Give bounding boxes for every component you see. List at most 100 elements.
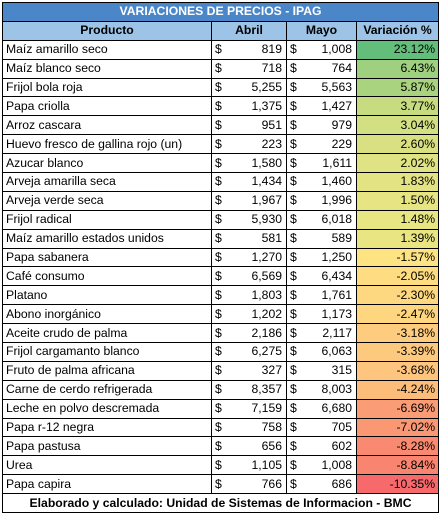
may-currency-cell: $ (286, 266, 302, 287)
april-price-cell: 1,803 (227, 285, 287, 306)
may-currency-cell: $ (286, 379, 302, 400)
table-row: Maíz blanco seco $718 $764 6.43% (2, 58, 440, 79)
product-cell: Arveja verde seca (2, 190, 212, 211)
may-price-cell: 686 (301, 474, 357, 495)
may-currency-cell: $ (286, 417, 302, 438)
footer-note: Elaborado y calculado: Unidad de Sistema… (1, 493, 440, 514)
product-cell: Aceite crudo de palma (2, 323, 212, 344)
may-currency-cell: $ (286, 247, 302, 268)
variation-cell: 3.77% (355, 96, 440, 117)
table-row: Arveja amarilla seca $1,434 $1,460 1.83% (2, 172, 440, 192)
table-row: Aceite crudo de palma $2,186 $2,117 -3.18% (2, 323, 440, 344)
april-currency-cell: $ (211, 96, 228, 117)
april-currency-cell: $ (211, 247, 228, 268)
may-price-cell: 602 (301, 436, 357, 457)
may-currency-cell: $ (286, 228, 302, 249)
product-cell: Papa capira (2, 474, 212, 495)
april-currency-cell: $ (211, 77, 228, 98)
variation-cell: -8.28% (355, 436, 440, 457)
april-price-cell: 1,580 (227, 153, 287, 174)
april-price-cell: 718 (227, 58, 287, 79)
product-cell: Fruto de palma africana (2, 360, 212, 381)
variation-cell: -3.68% (355, 360, 440, 381)
product-cell: Maíz blanco seco (2, 58, 212, 79)
table-row: Leche en polvo descremada $7,159 $6,680 -6.… (2, 398, 440, 419)
variation-cell: -3.18% (355, 323, 440, 344)
may-price-cell: 1,460 (301, 172, 357, 192)
may-price-cell: 589 (301, 228, 357, 249)
may-currency-cell: $ (286, 77, 302, 98)
may-price-cell: 5,563 (301, 77, 357, 98)
product-cell: Frijol radical (2, 209, 212, 230)
april-price-cell: 766 (227, 474, 287, 495)
product-cell: Frijol cargamanto blanco (2, 342, 212, 362)
april-price-cell: 581 (227, 228, 287, 249)
header-product: Producto (2, 20, 212, 41)
table-row: Papa r-12 negra $758 $705 -7.02% (2, 417, 440, 438)
product-cell: Platano (2, 285, 212, 306)
product-cell: Leche en polvo descremada (2, 398, 212, 419)
product-cell: Carne de cerdo refrigerada (2, 379, 212, 400)
header-april: Abril (211, 20, 287, 41)
variation-cell: 5.87% (355, 77, 440, 98)
may-price-cell: 6,680 (301, 398, 357, 419)
april-price-cell: 656 (227, 436, 287, 457)
header-variation: Variación % (355, 20, 440, 41)
table-row: Café consumo $6,569 $6,434 -2.05% (2, 266, 440, 287)
variation-cell: -2.30% (355, 285, 440, 306)
may-currency-cell: $ (286, 285, 302, 306)
may-currency-cell: $ (286, 134, 302, 155)
april-price-cell: 1,967 (227, 190, 287, 211)
table-row: Arveja verde seca $1,967 $1,996 1.50% (2, 190, 440, 211)
may-price-cell: 1,611 (301, 153, 357, 174)
table-body: Maíz amarillo seco $819 $1,008 23.12% Maíz b… (2, 39, 440, 495)
april-currency-cell: $ (211, 172, 228, 192)
april-currency-cell: $ (211, 228, 228, 249)
table-row: Huevo fresco de gallina rojo (un) $223 $22… (2, 134, 440, 155)
may-currency-cell: $ (286, 436, 302, 457)
table-row: Abono inorgánico $1,202 $1,173 -2.47% (2, 304, 440, 325)
april-currency-cell: $ (211, 153, 228, 174)
table-row: Urea $1,105 $1,008 -8.84% (2, 455, 440, 476)
product-cell: Urea (2, 455, 212, 476)
may-currency-cell: $ (286, 115, 302, 136)
may-price-cell: 1,250 (301, 247, 357, 268)
variation-cell: -8.84% (355, 455, 440, 476)
product-cell: Frijol bola roja (2, 77, 212, 98)
may-price-cell: 1,427 (301, 96, 357, 117)
may-price-cell: 315 (301, 360, 357, 381)
table-row: Frijol radical $5,930 $6,018 1.48% (2, 209, 440, 230)
product-cell: Papa sabanera (2, 247, 212, 268)
may-currency-cell: $ (286, 398, 302, 419)
may-currency-cell: $ (286, 190, 302, 211)
may-currency-cell: $ (286, 304, 302, 325)
april-price-cell: 1,434 (227, 172, 287, 192)
april-price-cell: 1,375 (227, 96, 287, 117)
may-price-cell: 1,008 (301, 39, 357, 60)
variation-cell: -7.02% (355, 417, 440, 438)
april-price-cell: 1,202 (227, 304, 287, 325)
april-price-cell: 327 (227, 360, 287, 381)
april-price-cell: 6,569 (227, 266, 287, 287)
product-cell: Papa criolla (2, 96, 212, 117)
may-currency-cell: $ (286, 172, 302, 192)
product-cell: Azucar blanco (2, 153, 212, 174)
april-currency-cell: $ (211, 134, 228, 155)
variation-cell: -2.05% (355, 266, 440, 287)
april-price-cell: 951 (227, 115, 287, 136)
april-price-cell: 1,105 (227, 455, 287, 476)
header-row: Producto Abril Mayo Variación % (2, 20, 440, 41)
may-price-cell: 979 (301, 115, 357, 136)
table-row: Frijol bola roja $5,255 $5,563 5.87% (2, 77, 440, 98)
may-price-cell: 1,996 (301, 190, 357, 211)
product-cell: Huevo fresco de gallina rojo (un) (2, 134, 212, 155)
variation-cell: -4.24% (355, 379, 440, 400)
april-currency-cell: $ (211, 360, 228, 381)
variation-cell: 1.39% (355, 228, 440, 249)
april-currency-cell: $ (211, 379, 228, 400)
april-currency-cell: $ (211, 304, 228, 325)
product-cell: Papa r-12 negra (2, 417, 212, 438)
may-currency-cell: $ (286, 360, 302, 381)
april-currency-cell: $ (211, 58, 228, 79)
